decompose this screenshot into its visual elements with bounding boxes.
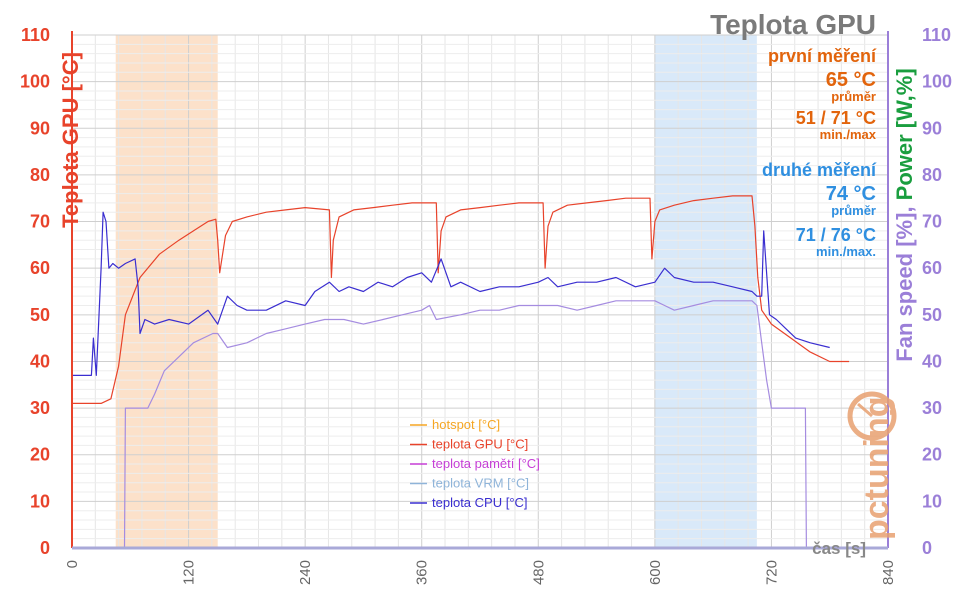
first-avg-label: průměr	[831, 89, 876, 104]
y-tick-right: 90	[922, 118, 942, 138]
y-tick-left: 40	[30, 351, 50, 371]
first-heading: první měření	[768, 46, 877, 66]
y-tick-right: 60	[922, 258, 942, 278]
second-measurement-annotation: druhé měření 74 °C průměr 71 / 76 °C min…	[762, 160, 877, 259]
legend-label: teplota CPU [°C]	[432, 495, 528, 510]
x-tick: 360	[414, 560, 431, 585]
tick-labels: 0 0 10 10 20 20 30 30 40 40 50 50 60 60 70 70 80 80 90 90 10…	[20, 25, 952, 585]
y-tick-left: 50	[30, 305, 50, 325]
second-minmax-value: 71 / 76 °C	[796, 225, 876, 245]
band-2	[654, 35, 757, 548]
band-1	[115, 35, 218, 548]
chart-title: Teplota GPU	[710, 9, 876, 40]
legend: hotspot [°C] teplota GPU [°C] teplota pamě…	[410, 417, 540, 510]
y-tick-left: 90	[30, 118, 50, 138]
grid	[71, 34, 889, 549]
pctuning-watermark: pctuning	[847, 391, 897, 540]
x-axis-label: čas [s]	[812, 539, 866, 558]
y-tick-right: 20	[922, 445, 942, 465]
y-tick-right: 40	[922, 351, 942, 371]
x-tick: 120	[181, 560, 198, 585]
y-axis-label-right: Fan speed [%], Power [W,%]	[892, 68, 917, 361]
y-tick-right: 50	[922, 305, 942, 325]
legend-label: teplota VRM [°C]	[432, 476, 529, 491]
x-tick: 840	[880, 560, 897, 585]
first-avg-value: 65 °C	[826, 69, 876, 91]
y-tick-right: 70	[922, 212, 942, 232]
first-minmax-value: 51 / 71 °C	[796, 108, 876, 128]
y-tick-left: 110	[21, 25, 50, 45]
measurement-bands	[115, 35, 757, 548]
y-axis-label-right-fan: Fan speed [%],	[892, 200, 917, 361]
legend-label: hotspot [°C]	[432, 417, 500, 432]
y-tick-right: 0	[922, 538, 932, 558]
y-tick-right: 80	[922, 165, 942, 185]
y-tick-left: 70	[30, 212, 50, 232]
second-avg-label: průměr	[831, 203, 876, 218]
y-tick-left: 60	[30, 258, 50, 278]
legend-label: teplota pamětí [°C]	[432, 456, 540, 471]
watermark-gauge-ring	[847, 391, 897, 441]
y-axis-label-right-power: Power [W,%]	[892, 68, 917, 200]
series-gpu-temp	[72, 195, 850, 404]
first-minmax-label: min./max	[820, 127, 877, 142]
second-heading: druhé měření	[762, 160, 877, 180]
x-tick: 720	[763, 560, 780, 585]
second-minmax-label: min./max.	[816, 244, 876, 259]
y-tick-left: 80	[30, 165, 50, 185]
axes	[71, 31, 889, 550]
series-cpu-temp	[72, 211, 830, 376]
y-axis-label-left: Teplota GPU [°C]	[58, 52, 83, 228]
y-tick-left: 10	[30, 491, 50, 511]
y-tick-left: 20	[30, 445, 50, 465]
x-tick: 480	[530, 560, 547, 585]
series-lines	[72, 195, 850, 549]
y-tick-left: 100	[20, 72, 50, 92]
y-tick-right: 110	[922, 25, 951, 45]
x-tick: 240	[297, 560, 314, 585]
x-tick: 600	[647, 560, 664, 585]
y-tick-left: 0	[40, 538, 50, 558]
legend-label: teplota GPU [°C]	[432, 437, 528, 452]
y-tick-right: 30	[922, 398, 942, 418]
y-tick-right: 100	[922, 72, 952, 92]
y-tick-left: 30	[30, 398, 50, 418]
y-tick-right: 10	[922, 491, 942, 511]
watermark-gauge-needle	[857, 402, 873, 418]
second-avg-value: 74 °C	[826, 183, 876, 205]
series-vrm-temp	[72, 300, 830, 549]
x-tick: 0	[64, 560, 81, 568]
watermark-text: pctuning	[858, 396, 896, 540]
first-measurement-annotation: první měření 65 °C průměr 51 / 71 °C min…	[768, 46, 877, 142]
